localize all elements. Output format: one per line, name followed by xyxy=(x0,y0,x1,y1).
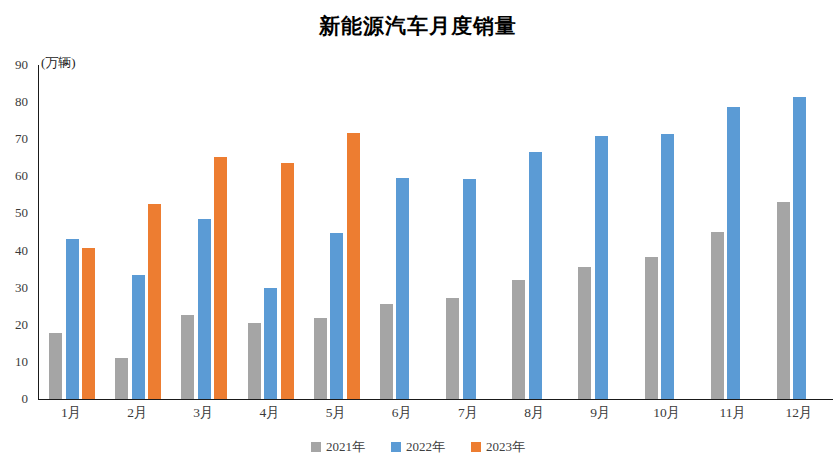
bar-2022年-1月 xyxy=(66,239,79,399)
y-tick-label: 70 xyxy=(0,131,28,147)
x-axis-labels: 1月2月3月4月5月6月7月8月9月10月11月12月 xyxy=(38,404,832,422)
y-tick-label: 40 xyxy=(0,243,28,259)
bar-2022年-7月 xyxy=(463,179,476,399)
x-axis-label: 2月 xyxy=(104,404,170,422)
x-axis-label: 1月 xyxy=(38,404,104,422)
legend-label: 2023年 xyxy=(486,438,525,456)
y-tick-label: 50 xyxy=(0,205,28,221)
legend: 2021年 2022年 2023年 xyxy=(0,438,836,456)
x-axis-label: 12月 xyxy=(766,404,832,422)
x-axis-label: 7月 xyxy=(435,404,501,422)
bar-2021年-5月 xyxy=(314,318,327,399)
legend-item: 2021年 xyxy=(311,438,365,456)
y-tick-label: 30 xyxy=(0,280,28,296)
y-axis-ticks: 0 10 20 30 40 50 60 70 80 90 xyxy=(0,0,28,465)
x-axis-label: 11月 xyxy=(700,404,766,422)
y-tick-label: 10 xyxy=(0,354,28,370)
bar-2023年-1月 xyxy=(82,248,95,399)
legend-label: 2022年 xyxy=(406,438,445,456)
chart-title: 新能源汽车月度销量 xyxy=(0,12,836,40)
bar-2022年-12月 xyxy=(793,97,806,399)
x-axis-label: 5月 xyxy=(303,404,369,422)
bar-2021年-1月 xyxy=(49,333,62,399)
x-axis-label: 9月 xyxy=(567,404,633,422)
x-axis-label: 8月 xyxy=(501,404,567,422)
nev-monthly-sales-chart: 新能源汽车月度销量 (万辆) 0102030405060708090 1月2月3… xyxy=(0,0,836,465)
x-axis-label: 6月 xyxy=(369,404,435,422)
bar-2022年-10月 xyxy=(661,134,674,399)
bar-2021年-8月 xyxy=(512,280,525,399)
bar-2023年-4月 xyxy=(281,163,294,399)
bar-2022年-2月 xyxy=(132,275,145,399)
bar-2023年-3月 xyxy=(214,157,227,399)
bar-2021年-12月 xyxy=(777,202,790,399)
bar-2021年-11月 xyxy=(711,232,724,399)
bar-2023年-5月 xyxy=(347,133,360,399)
x-axis-label: 10月 xyxy=(634,404,700,422)
bar-2021年-2月 xyxy=(115,358,128,399)
legend-item: 2022年 xyxy=(391,438,445,456)
bar-2021年-3月 xyxy=(181,315,194,399)
legend-swatch xyxy=(471,442,481,452)
plot-area xyxy=(38,65,833,400)
bar-2021年-9月 xyxy=(578,267,591,399)
legend-item: 2023年 xyxy=(471,438,525,456)
y-tick-label: 90 xyxy=(0,57,28,73)
bar-2022年-3月 xyxy=(198,219,211,399)
legend-swatch xyxy=(311,442,321,452)
y-tick-label: 0 xyxy=(0,391,28,407)
y-tick-label: 60 xyxy=(0,168,28,184)
bar-2022年-11月 xyxy=(727,107,740,399)
x-axis-label: 4月 xyxy=(237,404,303,422)
legend-swatch xyxy=(391,442,401,452)
bar-2023年-2月 xyxy=(148,204,161,399)
y-tick-label: 20 xyxy=(0,317,28,333)
bar-2022年-4月 xyxy=(264,288,277,399)
y-tick-label: 80 xyxy=(0,94,28,110)
legend-label: 2021年 xyxy=(326,438,365,456)
bar-2022年-8月 xyxy=(529,152,542,399)
bar-2022年-9月 xyxy=(595,136,608,399)
bar-2021年-7月 xyxy=(446,298,459,399)
bar-2022年-6月 xyxy=(396,178,409,399)
bar-2021年-10月 xyxy=(645,257,658,399)
bar-2021年-4月 xyxy=(248,323,261,399)
bar-2022年-5月 xyxy=(330,233,343,399)
bar-2021年-6月 xyxy=(380,304,393,399)
x-axis-label: 3月 xyxy=(170,404,236,422)
